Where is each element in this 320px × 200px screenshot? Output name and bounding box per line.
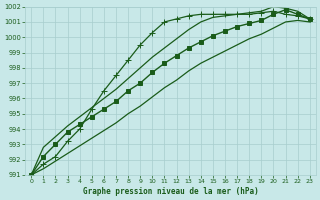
- X-axis label: Graphe pression niveau de la mer (hPa): Graphe pression niveau de la mer (hPa): [83, 187, 258, 196]
